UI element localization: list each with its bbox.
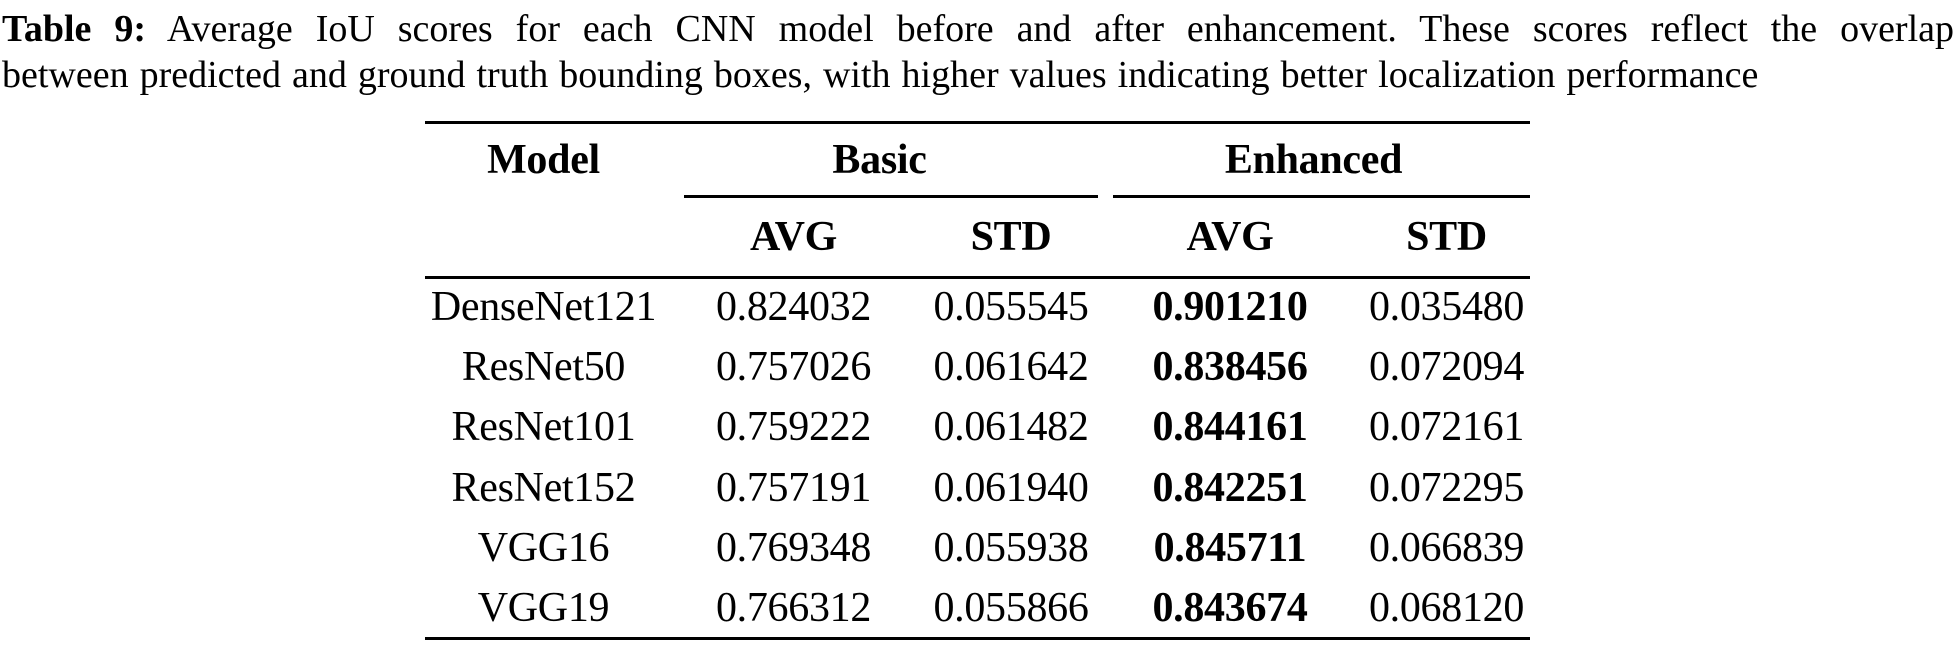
subheader-enhanced-avg: AVG [1186, 214, 1274, 260]
caption-line-2: between predicted and ground truth bound… [2, 54, 1759, 96]
caption-text: Average IoU scores for each CNN model be… [166, 8, 1955, 50]
basic-avg-value: 0.824032 [715, 284, 872, 331]
basic-avg-value: 0.769348 [715, 524, 872, 571]
basic-avg-value: 0.766312 [715, 584, 872, 631]
enhanced-avg-value: 0.845711 [1153, 524, 1307, 571]
basic-std-value: 0.055866 [933, 584, 1089, 631]
header-spacer [425, 197, 662, 277]
enhanced-std-value: 0.035480 [1368, 284, 1525, 331]
enhanced-std-value: 0.066839 [1368, 524, 1525, 571]
basic-avg-value: 0.757191 [715, 464, 872, 511]
model-name: ResNet101 [451, 404, 636, 451]
header-bottom-rule [425, 276, 1530, 279]
basic-std-value: 0.055545 [933, 284, 1089, 331]
table-bottom-rule [425, 637, 1530, 640]
caption-line-1: Table 9: Average IoU scores for each CNN… [2, 6, 1954, 52]
enhanced-avg-value: 0.838456 [1152, 344, 1308, 391]
enhanced-avg-value: 0.901210 [1152, 284, 1308, 331]
model-name: VGG19 [477, 584, 610, 631]
basic-cmidrule [684, 195, 1098, 198]
basic-avg-value: 0.757026 [715, 344, 872, 391]
enhanced-std-value: 0.072295 [1368, 464, 1525, 511]
caption-label: Table 9: [2, 8, 147, 50]
iou-table: Model Basic Enhanced AVG STD AVG STD Den… [425, 123, 1530, 638]
table-top-rule [425, 121, 1530, 124]
basic-std-value: 0.055938 [933, 524, 1089, 571]
model-name: DenseNet121 [430, 284, 657, 331]
enhanced-avg-value: 0.844161 [1152, 404, 1308, 451]
basic-std-value: 0.061482 [933, 404, 1089, 451]
model-name: VGG16 [477, 524, 610, 571]
basic-std-value: 0.061642 [933, 344, 1089, 391]
enhanced-std-value: 0.072161 [1368, 404, 1525, 451]
enhanced-cmidrule [1113, 195, 1530, 198]
basic-avg-value: 0.759222 [715, 404, 872, 451]
group-header-basic: Basic [832, 137, 927, 183]
basic-std-value: 0.061940 [933, 464, 1089, 511]
enhanced-std-value: 0.072094 [1368, 344, 1525, 391]
model-name: ResNet152 [451, 464, 636, 511]
subheader-enhanced-std: STD [1406, 214, 1487, 260]
enhanced-std-value: 0.068120 [1368, 584, 1525, 631]
column-header-model: Model [487, 137, 600, 183]
group-header-enhanced: Enhanced [1224, 137, 1403, 183]
subheader-basic-std: STD [970, 214, 1052, 260]
enhanced-avg-value: 0.843674 [1152, 584, 1308, 631]
subheader-basic-avg: AVG [749, 214, 838, 260]
model-name: ResNet50 [461, 344, 626, 391]
table-caption: Table 9: Average IoU scores for each CNN… [2, 6, 1954, 98]
enhanced-avg-value: 0.842251 [1152, 464, 1308, 511]
